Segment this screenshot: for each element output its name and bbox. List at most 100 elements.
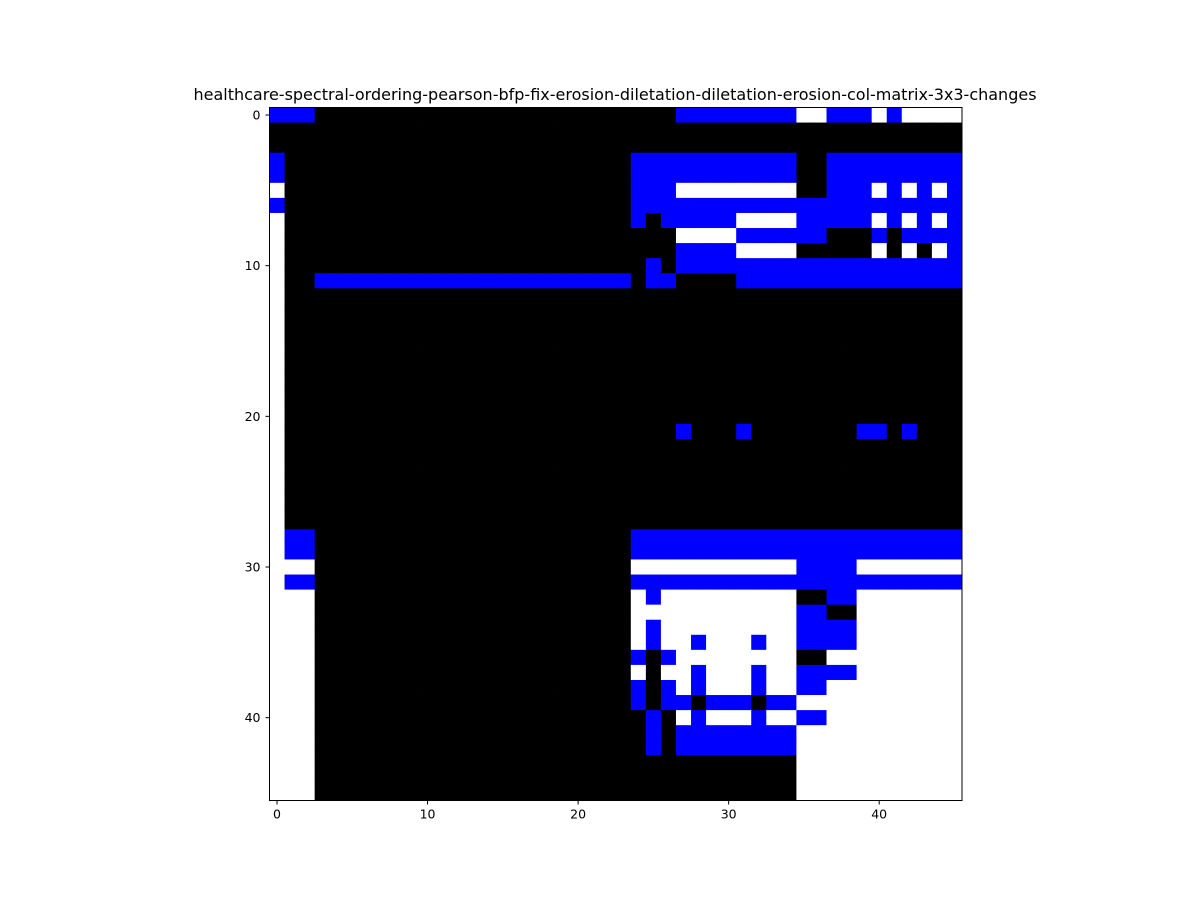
heatmap-cell — [826, 423, 842, 440]
heatmap-cell — [374, 303, 391, 319]
heatmap-cell — [796, 197, 812, 214]
heatmap-cell — [615, 212, 632, 229]
heatmap-cell — [826, 197, 842, 214]
heatmap-cell — [946, 348, 963, 365]
heatmap-cell — [946, 514, 963, 530]
heatmap-cell — [585, 303, 602, 319]
heatmap-cell — [585, 770, 602, 786]
heatmap-cell — [721, 454, 737, 470]
heatmap-cell — [374, 152, 391, 169]
heatmap-cell — [675, 695, 692, 711]
heatmap-cell — [329, 469, 346, 485]
heatmap-cell — [841, 212, 858, 229]
heatmap-cell — [916, 438, 933, 455]
heatmap-cell — [811, 288, 827, 304]
heatmap-cell — [420, 770, 436, 786]
heatmap-cell — [615, 499, 632, 515]
heatmap-cell — [284, 303, 301, 319]
heatmap-cell — [344, 740, 361, 756]
heatmap-cell — [435, 122, 451, 139]
heatmap-cell — [314, 258, 331, 274]
heatmap-cell — [540, 333, 556, 349]
heatmap-cell — [600, 710, 617, 726]
heatmap-cell — [871, 710, 888, 726]
heatmap-cell — [284, 679, 301, 696]
heatmap-cell — [540, 258, 556, 274]
heatmap-cell — [751, 454, 767, 470]
heatmap-cell — [856, 785, 873, 801]
heatmap-cell — [299, 288, 316, 304]
heatmap-cell — [826, 273, 842, 289]
heatmap-cell — [856, 469, 873, 485]
heatmap-cell — [901, 408, 918, 425]
heatmap-cell — [299, 182, 316, 199]
heatmap-cell — [826, 152, 842, 169]
heatmap-cell — [284, 755, 301, 771]
heatmap-cell — [284, 740, 301, 756]
heatmap-cell — [435, 303, 451, 319]
heatmap-cell — [404, 574, 421, 590]
heatmap-cell — [781, 288, 797, 304]
heatmap-cell — [284, 273, 301, 289]
heatmap-cell — [299, 333, 316, 349]
heatmap-cell — [269, 469, 285, 485]
heatmap-cell — [495, 303, 511, 319]
heatmap-cell — [525, 438, 541, 455]
heatmap-cell — [465, 363, 481, 380]
heatmap-cell — [540, 408, 556, 425]
heatmap-cell — [645, 107, 662, 123]
heatmap-cell — [600, 197, 617, 214]
heatmap-cell — [570, 469, 587, 485]
heatmap-cell — [781, 664, 797, 681]
heatmap-cell — [525, 107, 541, 123]
heatmap-cell — [299, 152, 316, 169]
heatmap-cell — [811, 167, 827, 184]
heatmap-cell — [675, 393, 692, 410]
heatmap-cell — [691, 228, 707, 244]
heatmap-cell — [570, 363, 587, 380]
heatmap-cell — [299, 197, 316, 214]
heatmap-cell — [856, 529, 873, 545]
heatmap-cell — [299, 303, 316, 319]
heatmap-cell — [781, 770, 797, 786]
heatmap-cell — [901, 664, 918, 681]
heatmap-cell — [389, 755, 406, 771]
heatmap-cell — [811, 589, 827, 606]
heatmap-cell — [495, 393, 511, 410]
heatmap-cell — [811, 604, 827, 621]
heatmap-cell — [570, 212, 587, 229]
heatmap-cell — [600, 122, 617, 139]
heatmap-cell — [374, 423, 391, 440]
heatmap-cell — [660, 378, 677, 395]
heatmap-cell — [841, 408, 858, 425]
heatmap-cell — [781, 529, 797, 545]
heatmap-cell — [495, 212, 511, 229]
heatmap-cell — [886, 574, 903, 590]
heatmap-cell — [600, 634, 617, 651]
heatmap-cell — [841, 273, 858, 289]
x-tick-label: 0 — [273, 807, 281, 822]
heatmap-cell — [374, 589, 391, 606]
heatmap-cell — [570, 589, 587, 606]
heatmap-cell — [706, 212, 722, 229]
heatmap-cell — [555, 469, 571, 485]
heatmap-cell — [510, 333, 526, 349]
heatmap-cell — [751, 785, 767, 801]
heatmap-cell — [525, 423, 541, 440]
heatmap-cell — [630, 408, 647, 425]
heatmap-cell — [931, 212, 948, 229]
heatmap-cell — [525, 348, 541, 365]
heatmap-cell — [901, 152, 918, 169]
heatmap-cell — [540, 679, 556, 696]
heatmap-cell — [931, 559, 948, 575]
heatmap-cell — [796, 574, 812, 590]
heatmap-cell — [389, 363, 406, 380]
heatmap-cell — [871, 393, 888, 410]
heatmap-cell — [540, 182, 556, 199]
heatmap-cell — [721, 484, 737, 500]
heatmap-cell — [946, 438, 963, 455]
heatmap-cell — [510, 484, 526, 500]
heatmap-cell — [495, 348, 511, 365]
heatmap-cell — [495, 137, 511, 154]
